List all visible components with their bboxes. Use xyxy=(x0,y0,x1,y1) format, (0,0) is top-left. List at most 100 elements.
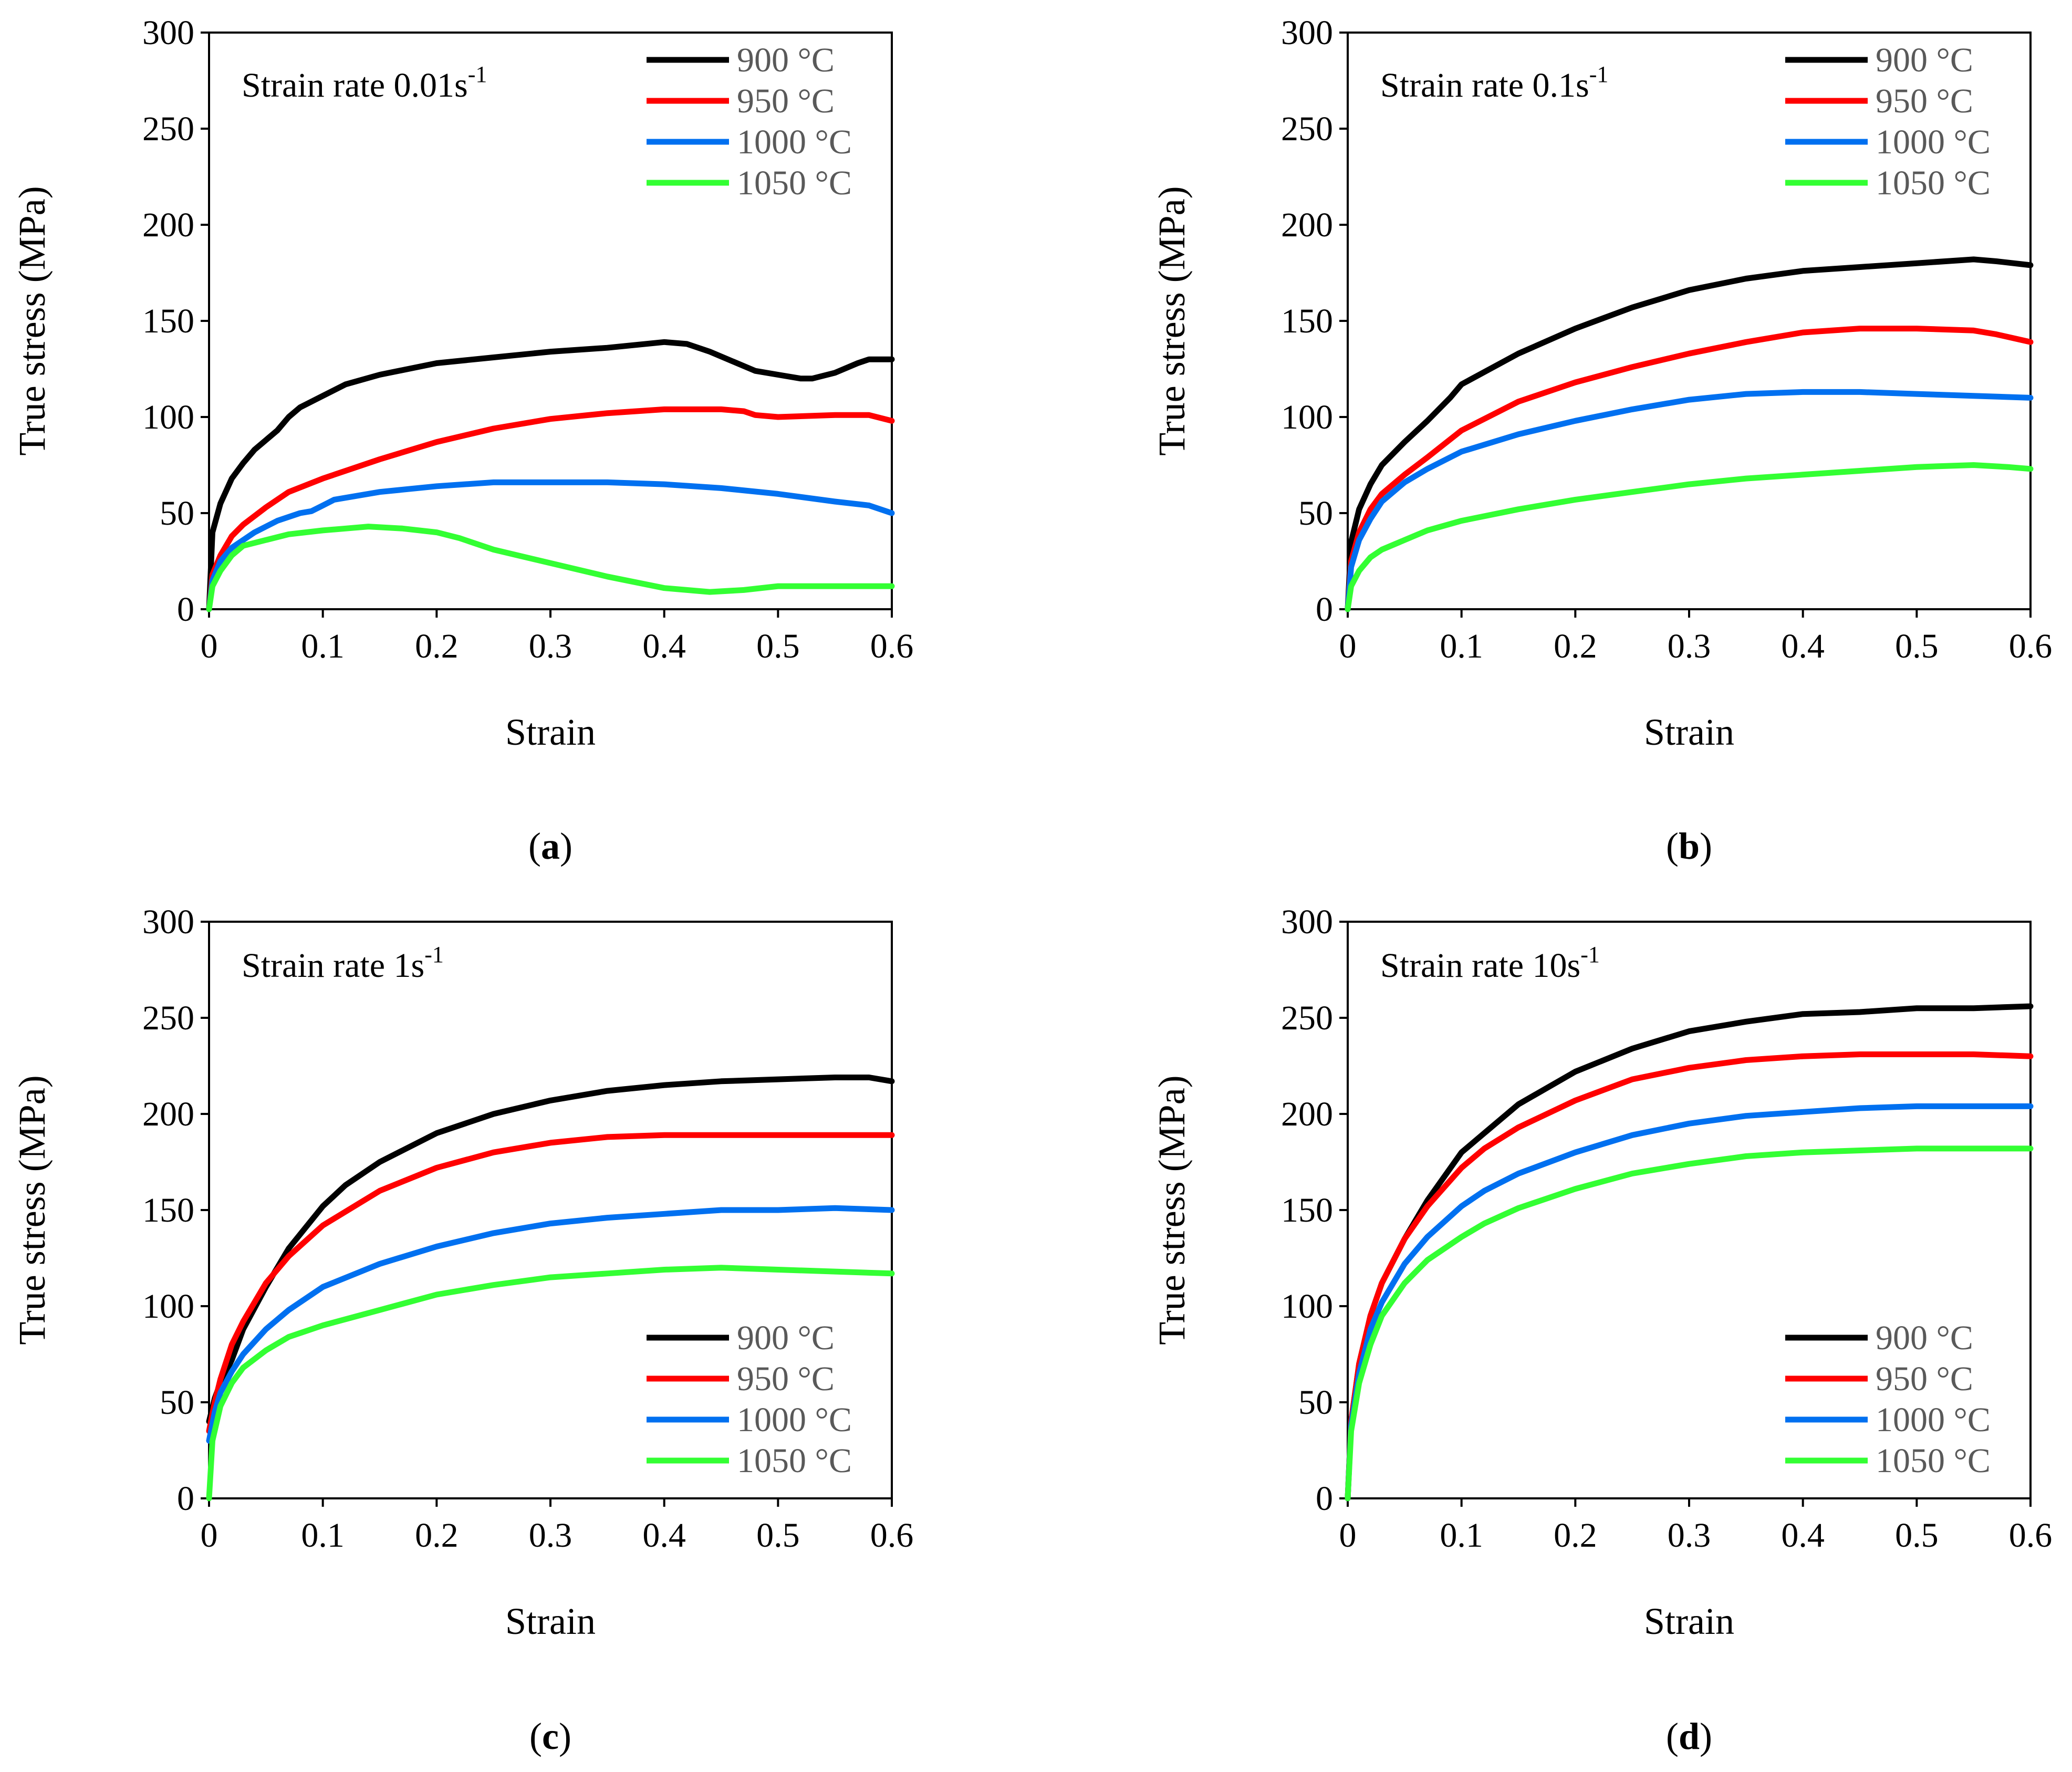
legend-label: 950 °C xyxy=(1876,1360,1973,1398)
series-line-900 xyxy=(1345,256,2034,612)
legend-label: 1050 °C xyxy=(1876,1442,1991,1480)
y-tick-label: 0 xyxy=(1316,590,1333,629)
legend-label: 1050 °C xyxy=(737,164,852,202)
y-tick-label: 100 xyxy=(1281,398,1333,436)
y-tick-label: 50 xyxy=(1298,494,1333,533)
y-tick-label: 200 xyxy=(1281,1095,1333,1133)
legend-label: 1000 °C xyxy=(1876,1401,1991,1439)
x-tick-label: 0.1 xyxy=(301,627,345,665)
y-tick-label: 50 xyxy=(160,1383,194,1422)
series-line-1050 xyxy=(206,524,895,612)
legend-label: 1050 °C xyxy=(737,1442,852,1480)
x-axis-label: Strain xyxy=(1644,711,1734,753)
y-tick-label: 200 xyxy=(142,1095,194,1133)
y-tick-label: 150 xyxy=(1281,302,1333,340)
y-tick-label: 50 xyxy=(160,494,194,533)
x-tick-label: 0.3 xyxy=(529,627,572,665)
x-tick-label: 0.2 xyxy=(1554,627,1597,665)
series-line-950 xyxy=(1345,326,2034,612)
series-line-900 xyxy=(206,339,895,612)
y-tick-label: 100 xyxy=(1281,1287,1333,1326)
series-line-1000 xyxy=(1345,1103,2034,1502)
y-tick-label: 250 xyxy=(142,110,194,148)
y-tick-label: 50 xyxy=(1298,1383,1333,1422)
legend-label: 1000 °C xyxy=(737,123,852,161)
y-tick-label: 300 xyxy=(142,903,194,941)
x-tick-label: 0.1 xyxy=(1440,1516,1483,1555)
x-tick-label: 0.2 xyxy=(415,627,459,665)
y-tick-label: 200 xyxy=(142,206,194,244)
panel-caption: (b) xyxy=(1666,825,1712,867)
legend-label: 900 °C xyxy=(1876,1319,1973,1357)
x-tick-label: 0.6 xyxy=(2009,1516,2053,1555)
legend-label: 1050 °C xyxy=(1876,164,1991,202)
x-tick-label: 0.4 xyxy=(1781,627,1825,665)
series-line-950 xyxy=(1345,1051,2034,1502)
x-tick-label: 0 xyxy=(1339,627,1357,665)
series-line-1000 xyxy=(206,1205,895,1444)
y-tick-label: 250 xyxy=(142,999,194,1037)
legend-label: 900 °C xyxy=(1876,41,1973,79)
x-tick-label: 0.4 xyxy=(1781,1516,1825,1555)
y-tick-label: 250 xyxy=(1281,999,1333,1037)
y-tick-label: 300 xyxy=(142,14,194,52)
x-tick-label: 0.5 xyxy=(756,1516,800,1555)
legend-label: 900 °C xyxy=(737,1319,835,1357)
chart-panel-c: 0 50 100 150 200 250 300 0 0.1 0.2 0.3 0.4 0.5 0.6 Str… xyxy=(11,903,913,1757)
y-tick-label: 0 xyxy=(1316,1479,1333,1518)
x-tick-label: 0.2 xyxy=(1554,1516,1597,1555)
legend-label: 1000 °C xyxy=(737,1401,852,1439)
x-tick-label: 0.5 xyxy=(756,627,800,665)
series-line-950 xyxy=(206,406,895,612)
x-tick-label: 0 xyxy=(1339,1516,1357,1555)
panel-caption: (c) xyxy=(529,1715,571,1757)
series-line-900 xyxy=(206,1075,895,1425)
chart-panel-b: 0 50 100 150 200 250 300 0 0.1 0.2 0.3 0.4 0.5 0.6 Str… xyxy=(1151,14,2052,867)
strain-rate-annotation: Strain rate 0.01s-1 xyxy=(242,61,487,105)
y-axis-label: True stress (MPa) xyxy=(1151,1075,1193,1344)
series-line-1000 xyxy=(1345,389,2034,612)
panel-caption: (d) xyxy=(1666,1715,1712,1757)
y-axis-label: True stress (MPa) xyxy=(1151,186,1193,455)
series-line-1050 xyxy=(1345,462,2034,612)
x-tick-label: 0 xyxy=(201,627,218,665)
x-tick-label: 0.2 xyxy=(415,1516,459,1555)
y-tick-label: 200 xyxy=(1281,206,1333,244)
x-tick-label: 0.1 xyxy=(1440,627,1483,665)
strain-rate-annotation: Strain rate 10s-1 xyxy=(1380,942,1600,985)
x-tick-label: 0.3 xyxy=(529,1516,572,1555)
series-line-950 xyxy=(206,1132,895,1434)
x-tick-label: 0.6 xyxy=(870,1516,914,1555)
y-tick-label: 150 xyxy=(1281,1191,1333,1229)
series-line-1050 xyxy=(1345,1145,2034,1502)
legend-label: 950 °C xyxy=(1876,82,1973,120)
series-line-1050 xyxy=(206,1265,895,1502)
y-tick-label: 250 xyxy=(1281,110,1333,148)
x-tick-label: 0.3 xyxy=(1668,1516,1711,1555)
x-tick-label: 0.4 xyxy=(642,1516,686,1555)
y-tick-label: 0 xyxy=(177,1479,194,1518)
y-tick-label: 0 xyxy=(177,590,194,629)
x-tick-label: 0 xyxy=(201,1516,218,1555)
x-tick-label: 0.6 xyxy=(870,627,914,665)
legend-label: 1000 °C xyxy=(1876,123,1991,161)
y-tick-label: 300 xyxy=(1281,903,1333,941)
x-axis-label: Strain xyxy=(505,711,596,753)
x-axis-label: Strain xyxy=(1644,1600,1734,1642)
y-tick-label: 150 xyxy=(142,302,194,340)
y-tick-label: 300 xyxy=(1281,14,1333,52)
legend-label: 950 °C xyxy=(737,1360,835,1398)
series-line-1000 xyxy=(206,479,895,612)
x-tick-label: 0.5 xyxy=(1895,1516,1939,1555)
y-axis-label: True stress (MPa) xyxy=(11,186,53,455)
y-tick-label: 100 xyxy=(142,1287,194,1326)
x-tick-label: 0.6 xyxy=(2009,627,2053,665)
y-tick-label: 100 xyxy=(142,398,194,436)
x-tick-label: 0.5 xyxy=(1895,627,1939,665)
y-tick-label: 150 xyxy=(142,1191,194,1229)
chart-panel-d: 0 50 100 150 200 250 300 0 0.1 0.2 0.3 0.4 0.5 0.6 Str… xyxy=(1151,903,2052,1757)
x-tick-label: 0.4 xyxy=(642,627,686,665)
panel-caption: (a) xyxy=(528,825,572,867)
strain-rate-annotation: Strain rate 1s-1 xyxy=(242,942,444,985)
